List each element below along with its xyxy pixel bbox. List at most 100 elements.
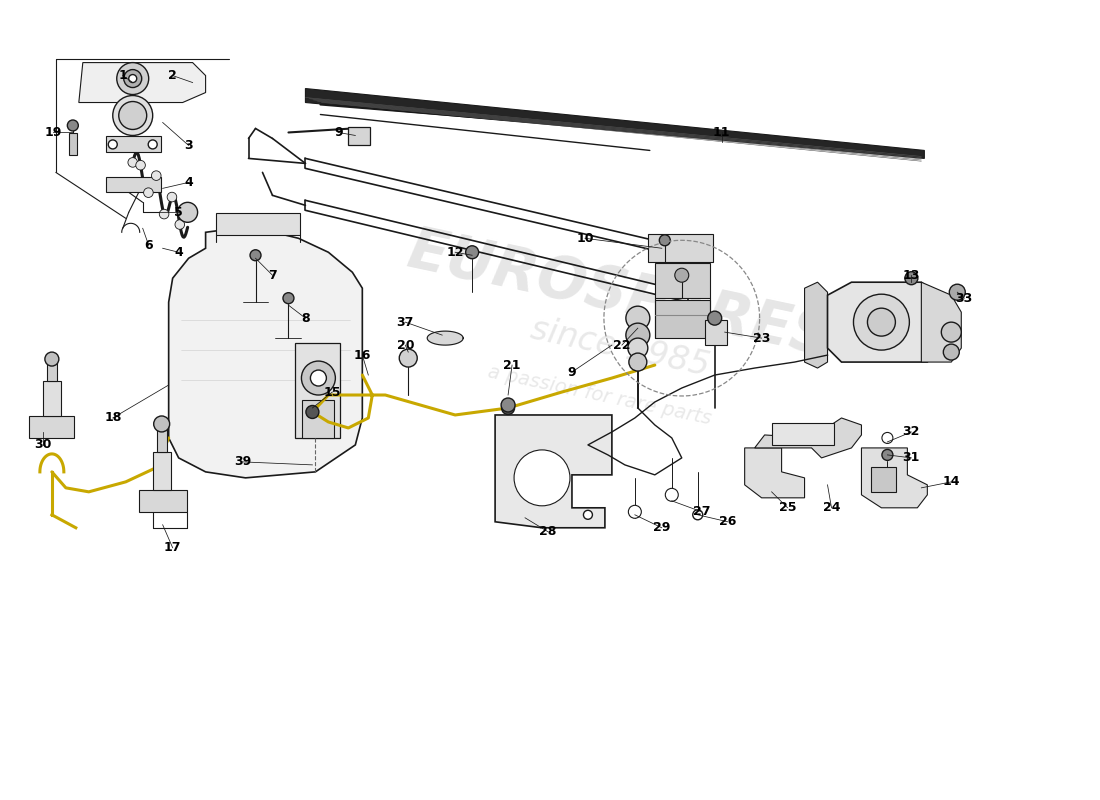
Text: 17: 17 — [164, 542, 182, 554]
Text: 29: 29 — [653, 522, 671, 534]
Circle shape — [626, 306, 650, 330]
Circle shape — [113, 95, 153, 135]
Polygon shape — [861, 448, 927, 508]
Circle shape — [707, 311, 722, 325]
Text: 19: 19 — [44, 126, 62, 139]
Polygon shape — [306, 89, 924, 158]
Text: 12: 12 — [447, 246, 464, 258]
Circle shape — [129, 74, 136, 82]
Circle shape — [674, 268, 689, 282]
Circle shape — [666, 488, 679, 502]
Text: 27: 27 — [693, 506, 711, 518]
Circle shape — [626, 323, 650, 347]
Text: 9: 9 — [334, 126, 343, 139]
Circle shape — [152, 171, 161, 181]
Polygon shape — [495, 415, 612, 528]
Bar — [106, 137, 161, 153]
Text: EUROSPARES: EUROSPARES — [403, 222, 838, 368]
Circle shape — [301, 361, 336, 395]
Circle shape — [119, 102, 146, 130]
Text: 33: 33 — [956, 292, 972, 305]
Circle shape — [175, 220, 185, 230]
Text: 9: 9 — [568, 366, 576, 378]
Bar — [771, 423, 834, 445]
Text: 37: 37 — [397, 316, 414, 329]
Bar — [654, 263, 710, 298]
Circle shape — [854, 294, 910, 350]
Circle shape — [942, 322, 961, 342]
Text: 22: 22 — [613, 338, 630, 351]
Text: since 1985: since 1985 — [527, 313, 713, 383]
Circle shape — [628, 338, 648, 358]
Circle shape — [905, 272, 917, 285]
Circle shape — [882, 433, 893, 443]
Polygon shape — [755, 418, 861, 458]
Circle shape — [306, 406, 319, 418]
Circle shape — [283, 293, 294, 304]
Text: 10: 10 — [576, 232, 594, 245]
Bar — [106, 178, 161, 192]
Polygon shape — [922, 282, 961, 362]
Text: 7: 7 — [268, 269, 277, 282]
Bar — [69, 134, 77, 155]
Text: 20: 20 — [396, 338, 414, 351]
Bar — [302, 400, 334, 438]
Text: 31: 31 — [903, 451, 920, 464]
Circle shape — [108, 140, 118, 149]
Text: 13: 13 — [903, 269, 920, 282]
Text: 15: 15 — [323, 386, 341, 398]
Circle shape — [514, 450, 570, 506]
Circle shape — [45, 352, 59, 366]
Polygon shape — [427, 331, 463, 345]
Circle shape — [148, 140, 157, 149]
Text: 24: 24 — [823, 502, 840, 514]
Circle shape — [628, 506, 641, 518]
Text: 4: 4 — [174, 246, 183, 258]
Text: 21: 21 — [504, 358, 520, 371]
Circle shape — [868, 308, 895, 336]
Polygon shape — [827, 282, 937, 362]
Bar — [29, 416, 74, 438]
Circle shape — [117, 62, 148, 94]
Bar — [705, 320, 727, 345]
Circle shape — [144, 188, 153, 198]
Text: 16: 16 — [353, 349, 371, 362]
Circle shape — [128, 158, 138, 167]
Bar — [654, 300, 710, 338]
Text: 2: 2 — [168, 69, 177, 82]
Polygon shape — [79, 62, 206, 102]
Bar — [349, 127, 371, 146]
Text: 14: 14 — [943, 475, 960, 488]
Polygon shape — [745, 448, 804, 498]
Text: 39: 39 — [234, 455, 251, 468]
Circle shape — [944, 344, 959, 360]
Circle shape — [949, 284, 966, 300]
Circle shape — [135, 160, 145, 170]
Bar — [43, 381, 60, 416]
Text: 30: 30 — [34, 438, 52, 451]
Circle shape — [693, 510, 703, 520]
Text: 4: 4 — [185, 176, 192, 189]
Polygon shape — [804, 282, 827, 368]
Circle shape — [502, 402, 515, 414]
Bar — [871, 467, 896, 492]
Text: 26: 26 — [719, 515, 736, 528]
Bar — [296, 343, 340, 438]
Bar — [47, 359, 57, 381]
Text: 1: 1 — [119, 69, 128, 82]
Circle shape — [659, 234, 670, 246]
Circle shape — [177, 202, 198, 222]
Text: 18: 18 — [104, 411, 121, 425]
Circle shape — [465, 246, 478, 258]
Circle shape — [882, 450, 893, 460]
Circle shape — [583, 510, 593, 519]
Text: 5: 5 — [174, 206, 183, 219]
Text: 32: 32 — [903, 426, 920, 438]
Text: 25: 25 — [779, 502, 796, 514]
Text: 6: 6 — [144, 238, 153, 252]
Circle shape — [502, 398, 515, 412]
Circle shape — [629, 353, 647, 371]
Bar — [216, 214, 300, 235]
Text: 11: 11 — [713, 126, 730, 139]
Bar — [156, 424, 167, 452]
